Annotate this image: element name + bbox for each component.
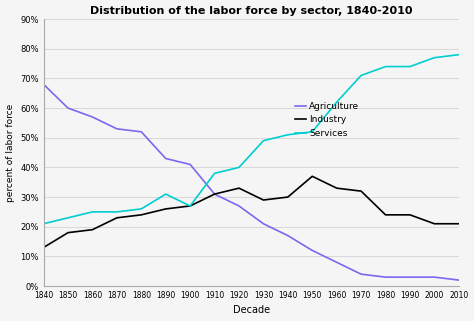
Industry [212, 192, 218, 196]
Industry [138, 213, 144, 217]
Agriculture [236, 204, 242, 208]
Line: Industry: Industry [44, 176, 459, 247]
Industry [456, 222, 462, 226]
Industry [65, 231, 71, 235]
Agriculture [65, 106, 71, 110]
Industry [358, 189, 364, 193]
Services [456, 53, 462, 56]
Services [407, 65, 413, 68]
Industry [285, 195, 291, 199]
Services [163, 192, 169, 196]
X-axis label: Decade: Decade [233, 306, 270, 316]
Agriculture [90, 115, 95, 119]
Services [90, 210, 95, 214]
Services [65, 216, 71, 220]
Agriculture [310, 248, 315, 252]
Services [41, 222, 46, 226]
Industry [163, 207, 169, 211]
Industry [383, 213, 388, 217]
Services [383, 65, 388, 68]
Agriculture [187, 162, 193, 166]
Industry [310, 174, 315, 178]
Services [431, 56, 437, 60]
Agriculture [456, 278, 462, 282]
Industry [114, 216, 120, 220]
Services [236, 165, 242, 169]
Industry [334, 186, 339, 190]
Services [212, 171, 218, 175]
Title: Distribution of the labor force by sector, 1840-2010: Distribution of the labor force by secto… [90, 5, 412, 15]
Agriculture [114, 127, 120, 131]
Services [261, 139, 266, 143]
Industry [90, 228, 95, 232]
Industry [407, 213, 413, 217]
Services [187, 204, 193, 208]
Line: Services: Services [44, 55, 459, 224]
Services [114, 210, 120, 214]
Industry [41, 246, 46, 249]
Industry [431, 222, 437, 226]
Services [358, 74, 364, 77]
Industry [236, 186, 242, 190]
Agriculture [431, 275, 437, 279]
Agriculture [212, 192, 218, 196]
Agriculture [407, 275, 413, 279]
Agriculture [41, 82, 46, 86]
Services [334, 100, 339, 104]
Services [285, 133, 291, 137]
Line: Agriculture: Agriculture [44, 84, 459, 280]
Industry [187, 204, 193, 208]
Agriculture [261, 222, 266, 226]
Agriculture [285, 234, 291, 238]
Y-axis label: percent of labor force: percent of labor force [6, 103, 15, 202]
Services [138, 207, 144, 211]
Services [310, 130, 315, 134]
Legend: Agriculture, Industry, Services: Agriculture, Industry, Services [291, 98, 363, 142]
Agriculture [163, 157, 169, 160]
Agriculture [138, 130, 144, 134]
Agriculture [358, 272, 364, 276]
Agriculture [383, 275, 388, 279]
Industry [261, 198, 266, 202]
Agriculture [334, 260, 339, 264]
